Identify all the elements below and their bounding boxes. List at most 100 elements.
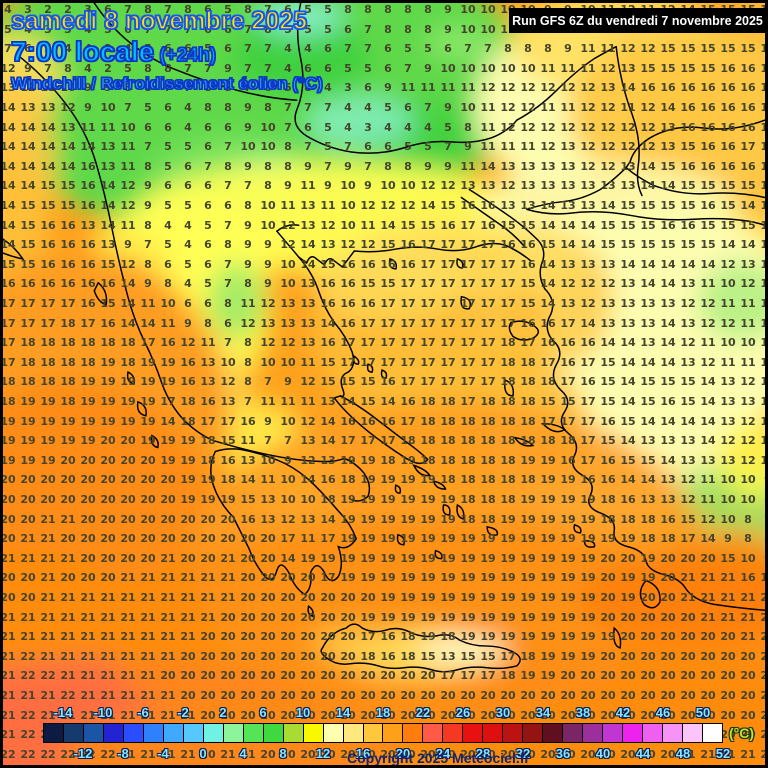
grid-value: 9 <box>384 81 392 95</box>
grid-value: 10 <box>480 22 496 36</box>
grid-value: 15 <box>600 355 616 369</box>
colorbar-tick-label: 16 <box>355 746 371 761</box>
grid-value: 20 <box>200 649 216 663</box>
grid-value: 11 <box>280 199 296 212</box>
grid-value: 14 <box>340 395 356 408</box>
grid-value: 21 <box>40 610 56 624</box>
grid-value: 11 <box>540 61 556 75</box>
grid-value: 12 <box>620 140 636 154</box>
grid-value: 15 <box>100 257 116 271</box>
grid-value: 21 <box>240 747 256 761</box>
grid-value: 17 <box>480 375 496 389</box>
grid-value: 19 <box>460 630 476 644</box>
grid-value: 14 <box>20 140 36 154</box>
grid-value: 14 <box>640 257 656 271</box>
grid-value: 13 <box>640 297 656 310</box>
grid-value: 15 <box>420 649 436 663</box>
grid-value: 14 <box>640 159 656 173</box>
grid-value: 19 <box>160 375 176 389</box>
grid-value: 14 <box>280 551 296 565</box>
grid-value: 17 <box>440 669 456 683</box>
grid-value: 21 <box>680 591 696 604</box>
grid-value: 19 <box>580 630 596 644</box>
grid-value: 14 <box>60 140 76 154</box>
grid-value: 8 <box>744 532 752 546</box>
grid-value: 18 <box>540 375 556 389</box>
grid-value: 20 <box>200 747 216 761</box>
grid-value: 16 <box>560 355 576 369</box>
grid-value: 20 <box>140 473 156 487</box>
grid-value: 17 <box>500 316 516 330</box>
grid-value: 19 <box>640 551 656 565</box>
grid-value: 14 <box>600 336 616 350</box>
grid-value: 19 <box>540 630 556 644</box>
grid-value: 16 <box>360 257 376 271</box>
grid-value: 19 <box>220 493 236 506</box>
grid-value: 13 <box>700 453 716 467</box>
grid-value: 12 <box>300 414 316 428</box>
grid-value: 15 <box>600 238 616 252</box>
grid-value: 18 <box>60 355 76 369</box>
model-run-label: Run GFS 6Z du vendredi 7 novembre 2025 <box>512 13 763 28</box>
grid-value: 17 <box>140 336 156 350</box>
grid-value: 6 <box>164 257 172 271</box>
grid-value: 14 <box>120 297 136 310</box>
grid-value: 5 <box>164 140 172 154</box>
grid-value: 13 <box>680 277 696 291</box>
grid-value: 20 <box>740 728 756 742</box>
grid-value: 20 <box>240 591 256 604</box>
grid-value: 19 <box>40 414 56 428</box>
grid-value: 21 <box>80 689 96 702</box>
grid-value: 21 <box>180 610 196 624</box>
grid-value: 18 <box>120 336 136 350</box>
grid-value: 17 <box>280 532 296 546</box>
grid-value: 14 <box>20 159 36 173</box>
grid-value: 20 <box>0 532 16 546</box>
grid-value: 7 <box>224 140 232 154</box>
grid-value: 17 <box>400 336 416 350</box>
grid-value: 10 <box>760 336 768 350</box>
grid-value: 18 <box>500 493 516 506</box>
grid-value: 20 <box>320 630 336 644</box>
grid-value: 16 <box>380 375 396 389</box>
grid-value: 5 <box>184 140 192 154</box>
grid-value: 8 <box>264 179 272 193</box>
grid-value: 18 <box>180 395 196 408</box>
grid-value: 9 <box>757 473 765 486</box>
grid-value: 18 <box>380 453 396 467</box>
colorbar-cell <box>163 724 184 742</box>
grid-value: 16 <box>740 81 756 95</box>
grid-value: 20 <box>240 551 256 565</box>
grid-value: 21 <box>740 610 756 624</box>
grid-value: 17 <box>480 277 496 291</box>
grid-value: 20 <box>300 747 316 761</box>
grid-value: 14 <box>760 218 768 232</box>
grid-value: 7 <box>304 101 312 114</box>
grid-value: 20 <box>200 512 216 526</box>
grid-value: 9 <box>564 42 572 56</box>
colorbar-cell <box>663 724 683 742</box>
grid-value: 16 <box>100 277 116 291</box>
grid-value: 20 <box>600 689 616 702</box>
grid-value: 6 <box>224 22 232 36</box>
grid-value: 4 <box>84 61 92 75</box>
grid-value: 15 <box>700 42 716 56</box>
grid-value: 6 <box>224 42 232 56</box>
grid-value: 13 <box>260 512 276 526</box>
grid-value: 5 <box>204 277 212 291</box>
grid-value: 13 <box>600 179 616 193</box>
grid-value: 20 <box>160 532 176 546</box>
grid-value: 10 <box>60 81 76 95</box>
grid-value: 18 <box>640 532 656 546</box>
grid-value: 20 <box>240 649 256 663</box>
grid-value: 21 <box>680 747 696 761</box>
grid-value: 20 <box>120 473 136 487</box>
grid-value: 7 <box>124 101 132 114</box>
grid-value: 20 <box>260 532 276 546</box>
grid-value: 20 <box>480 689 496 702</box>
grid-value: 20 <box>740 669 756 683</box>
grid-value: 20 <box>140 512 156 526</box>
grid-value: 12 <box>360 199 376 212</box>
grid-value: 17 <box>220 414 236 428</box>
grid-value: 13 <box>540 159 556 173</box>
